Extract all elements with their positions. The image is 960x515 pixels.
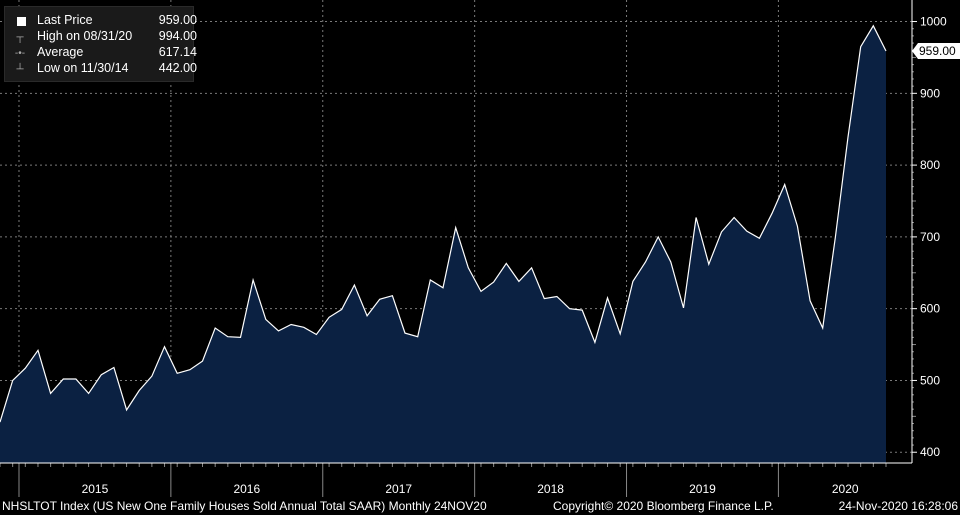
x-year-label: 2017	[385, 482, 412, 496]
legend-value: 617.14	[158, 45, 197, 59]
last-price-tag-label: 959.00	[919, 44, 956, 58]
y-tick-label: 400	[920, 445, 940, 459]
x-axis: 2015 2016 2017 2018 2019 2020	[0, 462, 912, 497]
legend-value: 442.00	[158, 61, 197, 75]
price-line	[0, 24, 887, 423]
legend-label: Low on 11/30/14	[37, 61, 129, 75]
legend-label: Average	[37, 45, 84, 59]
low-marker-icon: ┴	[16, 64, 24, 75]
legend-label: Last Price	[37, 13, 93, 27]
y-axis: 400 500 600 700 800 900 1000	[911, 0, 947, 463]
y-tick-label: 700	[920, 230, 940, 244]
x-year-label: 2015	[82, 482, 109, 496]
x-year-label: 2020	[832, 482, 859, 496]
high-marker-icon: ┬	[16, 32, 24, 43]
copyright-text: Copyright© 2020 Bloomberg Finance L.P.	[553, 499, 774, 513]
x-year-label: 2018	[537, 482, 564, 496]
y-tick-label: 1000	[920, 15, 947, 29]
legend-label: High on 08/31/20	[37, 29, 133, 43]
last-price-square-icon	[13, 14, 27, 30]
last-price-tag: 959.00	[912, 42, 960, 59]
legend-value: 994.00	[158, 29, 197, 43]
timestamp: 24-Nov-2020 16:28:06	[838, 499, 958, 513]
legend-value: 959.00	[158, 13, 197, 27]
y-tick-label: 900	[920, 86, 940, 100]
y-tick-label: 600	[920, 302, 940, 316]
last-price-tag-shape	[912, 42, 960, 59]
y-tick-label: 500	[920, 373, 940, 387]
price-area-fill	[0, 25, 886, 464]
y-tick-label: 800	[920, 158, 940, 172]
legend-row-average: -•- Average 617.14	[13, 44, 197, 60]
legend: Last Price 959.00 ┬ High on 08/31/20 994…	[4, 6, 197, 82]
legend-row-last-price: Last Price 959.00	[13, 12, 197, 30]
footer-bar: NHSLTOT Index (US New One Family Houses …	[0, 497, 960, 515]
legend-row-low: ┴ Low on 11/30/14 442.00	[13, 60, 197, 76]
average-marker-icon: -•-	[14, 48, 26, 59]
x-year-label: 2016	[233, 482, 260, 496]
legend-row-high: ┬ High on 08/31/20 994.00	[13, 28, 197, 44]
security-description: NHSLTOT Index (US New One Family Houses …	[2, 499, 487, 513]
x-year-label: 2019	[689, 482, 716, 496]
